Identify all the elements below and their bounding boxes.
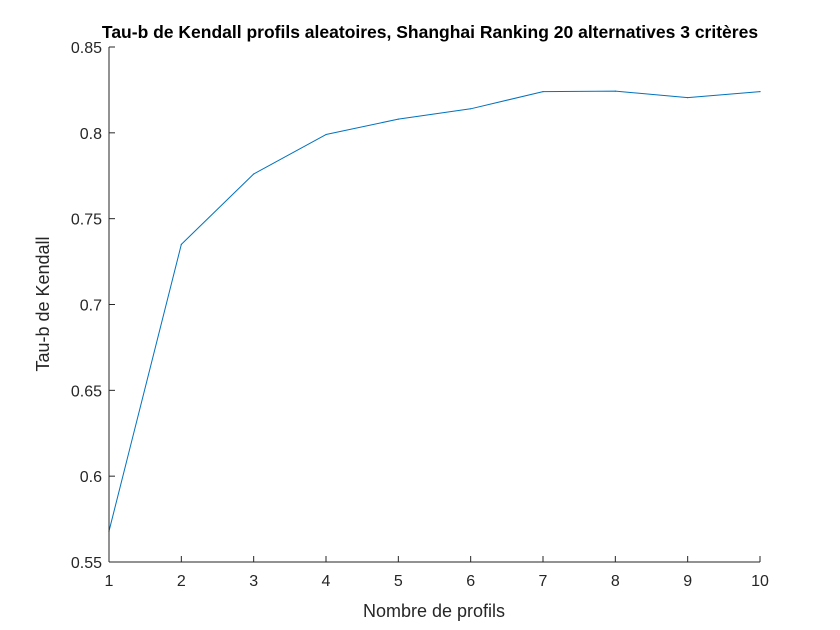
x-tick-label: 5 [394, 573, 403, 590]
x-tick-label: 4 [322, 573, 331, 590]
x-tick-label: 7 [539, 573, 548, 590]
series-layer [108, 90, 761, 532]
data-point [253, 173, 255, 175]
x-tick-label: 9 [683, 573, 692, 590]
x-axis-label: Nombre de profils [363, 601, 505, 621]
plot-area [109, 47, 760, 562]
x-tick-label: 8 [611, 573, 620, 590]
data-point [397, 118, 399, 120]
x-tick-label: 1 [105, 573, 114, 590]
data-point [759, 91, 761, 93]
x-tick-label: 10 [751, 573, 769, 590]
axes-box [109, 47, 760, 562]
y-tick-label: 0.7 [80, 298, 102, 315]
data-point [542, 91, 544, 93]
y-tick-label: 0.75 [71, 212, 102, 229]
y-tick-label: 0.65 [71, 383, 102, 400]
y-tick-label: 0.85 [71, 40, 102, 57]
x-tick-label: 2 [177, 573, 186, 590]
data-point [614, 90, 616, 92]
x-axis: 1 2 3 4 5 6 7 8 9 10 [105, 556, 769, 590]
data-point [687, 97, 689, 99]
series-line-1 [108, 90, 761, 532]
data-point [325, 133, 327, 136]
data-point [470, 108, 472, 110]
y-tick-label: 0.55 [71, 555, 102, 572]
y-axis: 0.55 0.6 0.65 0.7 0.75 0.8 0.85 [71, 40, 115, 572]
data-point [180, 243, 182, 246]
chart-title: Tau-b de Kendall profils aleatoires, Sha… [102, 22, 758, 42]
y-tick-label: 0.8 [80, 126, 102, 143]
y-axis-label: Tau-b de Kendall [33, 236, 53, 371]
y-tick-label: 0.6 [80, 469, 102, 486]
x-tick-label: 3 [249, 573, 258, 590]
x-tick-label: 6 [466, 573, 475, 590]
